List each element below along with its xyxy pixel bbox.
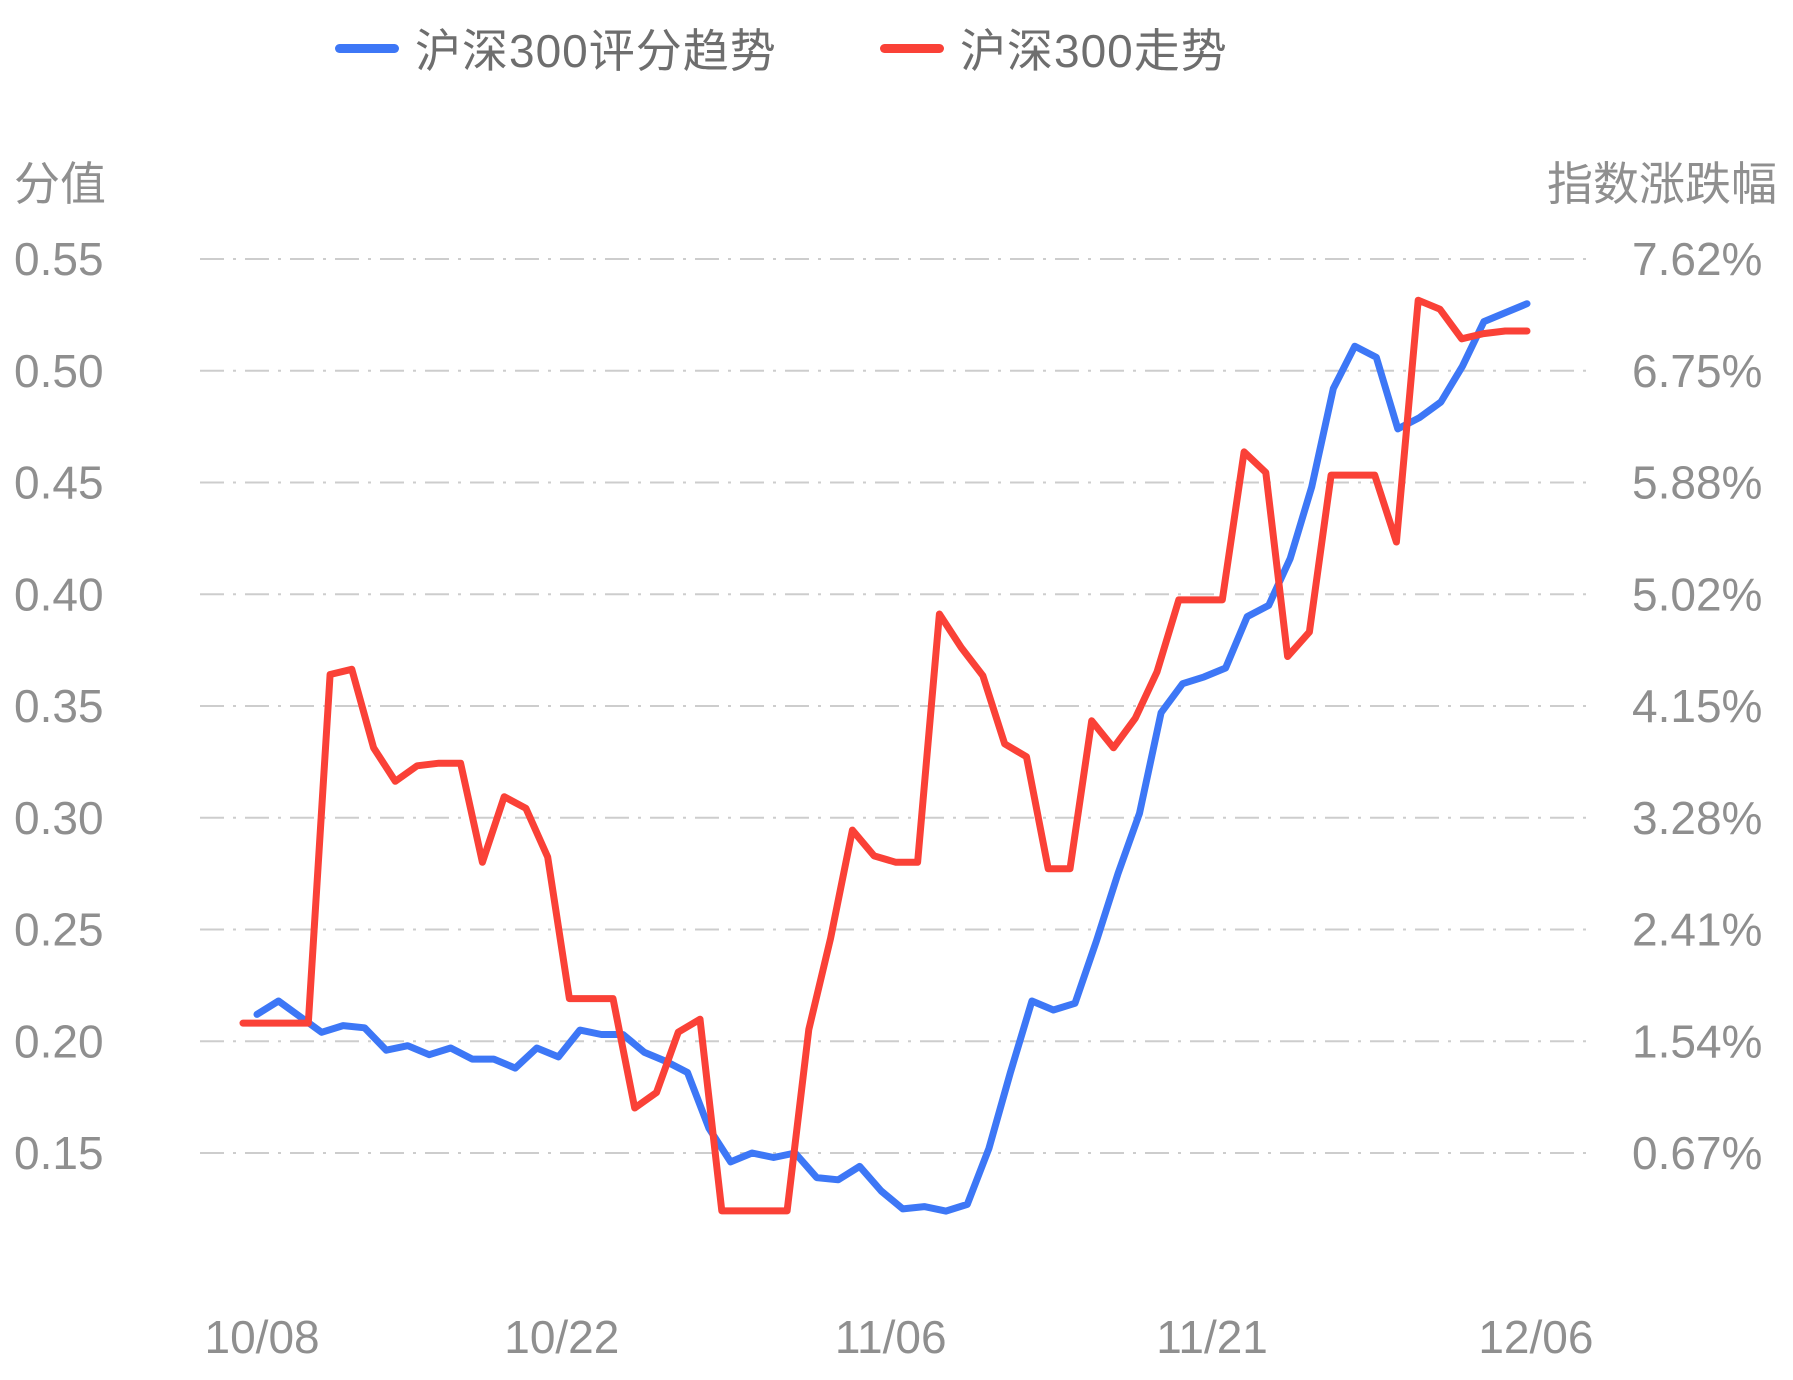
line-index-change-series[interactable] xyxy=(239,296,1531,1215)
legend-swatch-red-line xyxy=(880,43,944,53)
x-axis-tick: 11/21 xyxy=(1156,1311,1268,1363)
y-axis-tick-right: 0.67% xyxy=(1632,1127,1762,1179)
y-axis-tick-left: 0.25 xyxy=(14,904,104,956)
legend-label-score-trend: 沪深300评分趋势 xyxy=(415,25,777,77)
y-axis-tick-right: 3.28% xyxy=(1632,792,1762,844)
y-axis-tick-right: 6.75% xyxy=(1632,345,1762,397)
y-axis-tick-right: 7.62% xyxy=(1632,233,1762,285)
y-axis-tick-right: 1.54% xyxy=(1632,1015,1762,1067)
x-axis-tick: 11/06 xyxy=(835,1311,947,1363)
legend-swatch-blue-line xyxy=(335,43,399,53)
legend-label-index-trend: 沪深300走势 xyxy=(960,25,1228,77)
y-axis-title-left: 分值 xyxy=(14,158,106,210)
y-axis-tick-right: 4.15% xyxy=(1632,680,1762,732)
y-axis-tick-left: 0.15 xyxy=(14,1127,104,1179)
y-axis-tick-left: 0.50 xyxy=(14,345,104,397)
y-axis-tick-left: 0.35 xyxy=(14,680,104,732)
y-axis-tick-left: 0.55 xyxy=(14,233,104,285)
y-axis-tick-left: 0.45 xyxy=(14,457,104,509)
x-axis-tick: 10/08 xyxy=(205,1311,320,1363)
y-axis-tick-right: 2.41% xyxy=(1632,904,1762,956)
legend-item-score-trend[interactable]: 沪深300评分趋势 xyxy=(335,22,777,77)
x-axis-tick: 12/06 xyxy=(1478,1311,1593,1363)
y-axis-tick-right: 5.88% xyxy=(1632,457,1762,509)
y-axis-tick-left: 0.30 xyxy=(14,792,104,844)
y-axis-title-right: 指数涨跌幅 xyxy=(1547,158,1777,210)
x-axis-tick: 10/22 xyxy=(504,1311,619,1363)
y-axis-tick-left: 0.20 xyxy=(14,1015,104,1067)
y-axis-tick-left: 0.40 xyxy=(14,568,104,620)
legend-item-index-trend[interactable]: 沪深300走势 xyxy=(880,22,1228,77)
line-score-trend-series[interactable] xyxy=(253,300,1531,1215)
y-axis-tick-right: 5.02% xyxy=(1632,568,1762,620)
